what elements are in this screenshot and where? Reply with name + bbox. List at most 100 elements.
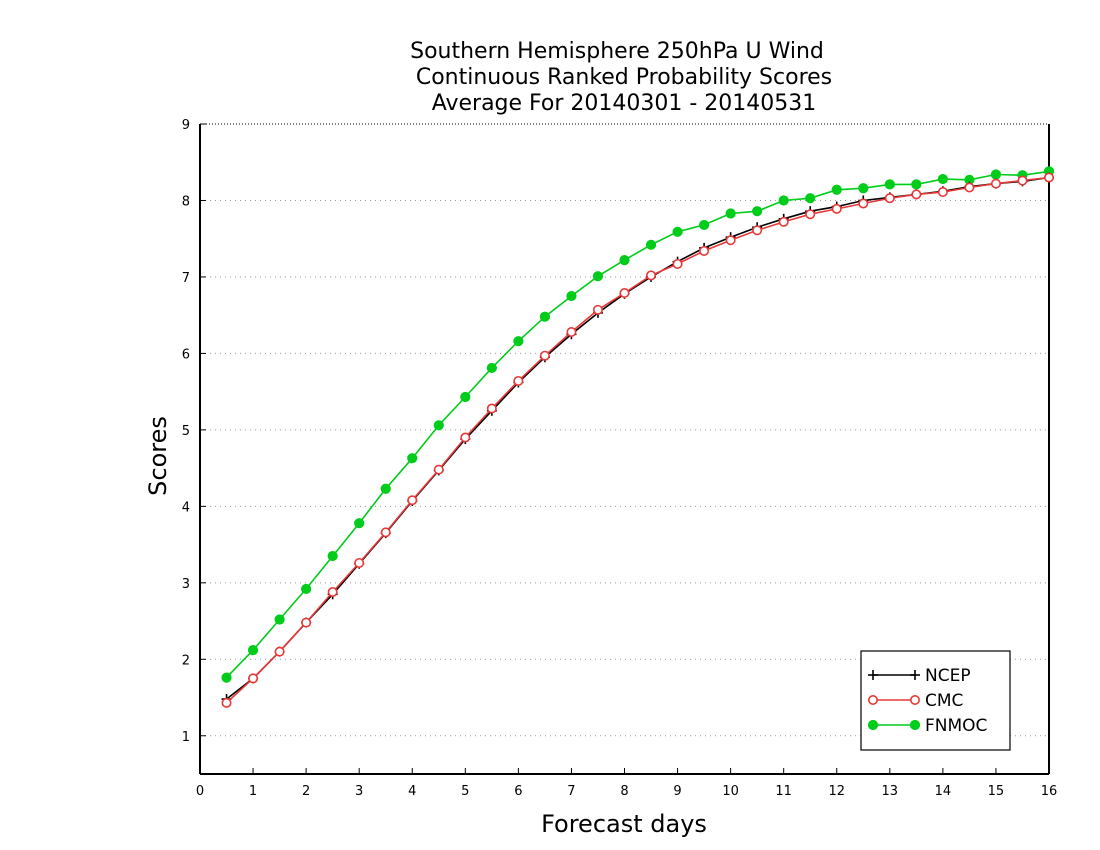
legend-marker-end-cmc — [909, 694, 920, 705]
legend-entry-ncep: NCEP — [868, 666, 971, 686]
point-cmc-10 — [486, 403, 497, 414]
point-cmc-0 — [221, 697, 232, 708]
x-tick-label-7: 7 — [567, 784, 575, 799]
point-cmc-1 — [248, 673, 259, 684]
x-tick-label-9: 9 — [673, 784, 681, 799]
x-tick-label-5: 5 — [461, 784, 469, 799]
x-tick-label-1: 1 — [249, 784, 257, 799]
point-fnmoc-17 — [672, 226, 683, 237]
chart-title-line-1: Southern Hemisphere 250hPa U Wind — [410, 39, 824, 64]
legend-label-fnmoc: FNMOC — [925, 716, 987, 736]
point-fnmoc-14 — [592, 271, 604, 282]
chart-title-line-2: Continuous Ranked Probability Scores — [416, 65, 832, 90]
point-cmc-31 — [1044, 172, 1055, 183]
point-cmc-13 — [566, 326, 577, 337]
point-cmc-25 — [884, 193, 895, 204]
point-cmc-21 — [778, 216, 789, 227]
series-line-cmc — [225, 176, 1050, 704]
legend-marker-start-fnmoc — [867, 719, 879, 731]
point-cmc-2 — [274, 646, 285, 657]
x-tick-label-13: 13 — [882, 784, 899, 799]
legend: NCEP CMC FNMOC — [860, 650, 1011, 751]
x-tick-label-11: 11 — [775, 784, 792, 799]
point-fnmoc-9 — [460, 391, 471, 403]
point-cmc-14 — [592, 304, 603, 315]
point-fnmoc-10 — [486, 362, 497, 374]
point-fnmoc-3 — [301, 583, 312, 595]
point-fnmoc-4 — [327, 550, 338, 562]
point-fnmoc-29 — [990, 169, 1002, 180]
y-tick-label-1: 1 — [182, 730, 190, 745]
point-fnmoc-16 — [645, 239, 657, 250]
point-cmc-30 — [1017, 175, 1028, 186]
point-fnmoc-19 — [725, 208, 736, 219]
point-cmc-4 — [327, 586, 338, 597]
point-fnmoc-15 — [619, 255, 630, 266]
point-cmc-5 — [354, 557, 365, 568]
point-fnmoc-25 — [884, 179, 895, 190]
x-tick-label-6: 6 — [514, 784, 522, 799]
point-cmc-16 — [646, 270, 657, 281]
legend-label-cmc: CMC — [925, 691, 963, 711]
point-fnmoc-23 — [831, 184, 842, 195]
x-tick-label-3: 3 — [355, 784, 363, 799]
point-fnmoc-21 — [778, 195, 789, 206]
point-cmc-27 — [937, 187, 948, 198]
grid-lines — [200, 123, 1049, 737]
point-cmc-18 — [699, 245, 710, 256]
series-fnmoc — [221, 166, 1055, 683]
series-line-fnmoc — [225, 170, 1050, 679]
legend-entry-cmc: CMC — [867, 691, 963, 711]
point-cmc-11 — [513, 375, 524, 386]
x-tick-label-15: 15 — [988, 784, 1005, 799]
point-cmc-7 — [407, 495, 418, 506]
point-fnmoc-0 — [221, 672, 232, 683]
y-tick-label-7: 7 — [182, 271, 190, 286]
point-fnmoc-7 — [407, 453, 418, 464]
legend-entry-fnmoc: FNMOC — [867, 716, 987, 736]
point-cmc-20 — [752, 225, 763, 236]
x-tick-label-16: 16 — [1041, 784, 1058, 799]
point-fnmoc-2 — [274, 614, 285, 625]
point-fnmoc-8 — [433, 420, 444, 431]
y-tick-label-6: 6 — [182, 347, 190, 362]
y-tick-label-8: 8 — [182, 194, 190, 209]
x-tick-label-0: 0 — [196, 784, 204, 799]
point-fnmoc-26 — [911, 179, 922, 190]
y-tick-label-9: 9 — [182, 118, 190, 133]
series-layer — [221, 166, 1055, 708]
point-cmc-8 — [433, 464, 444, 475]
point-fnmoc-20 — [752, 206, 763, 217]
y-tick-label-5: 5 — [182, 424, 190, 439]
legend-marker-end-ncep — [910, 670, 920, 680]
chart-title-line-3: Average For 20140301 - 20140531 — [432, 91, 817, 116]
point-fnmoc-5 — [354, 518, 365, 529]
point-cmc-12 — [539, 350, 550, 361]
point-cmc-29 — [990, 178, 1001, 189]
y-tick-label-3: 3 — [182, 577, 190, 592]
point-cmc-6 — [380, 527, 391, 538]
series-cmc — [221, 172, 1055, 708]
point-cmc-24 — [858, 198, 869, 209]
x-tick-label-4: 4 — [408, 784, 416, 799]
point-cmc-3 — [301, 617, 312, 628]
x-tick-label-8: 8 — [620, 784, 628, 799]
point-fnmoc-24 — [858, 183, 869, 194]
point-fnmoc-13 — [566, 290, 577, 302]
point-cmc-22 — [805, 209, 816, 220]
point-fnmoc-11 — [513, 336, 524, 347]
x-tick-label-2: 2 — [302, 784, 310, 799]
point-cmc-17 — [672, 258, 683, 269]
point-cmc-9 — [460, 432, 471, 443]
y-axis-label: Scores — [144, 416, 172, 496]
point-cmc-26 — [911, 189, 922, 200]
x-tick-label-14: 14 — [935, 784, 952, 799]
point-cmc-28 — [964, 182, 975, 193]
point-cmc-19 — [725, 235, 736, 246]
point-fnmoc-6 — [380, 483, 391, 494]
x-tick-label-12: 12 — [828, 784, 845, 799]
point-fnmoc-22 — [805, 193, 816, 204]
legend-marker-end-fnmoc — [909, 719, 921, 731]
